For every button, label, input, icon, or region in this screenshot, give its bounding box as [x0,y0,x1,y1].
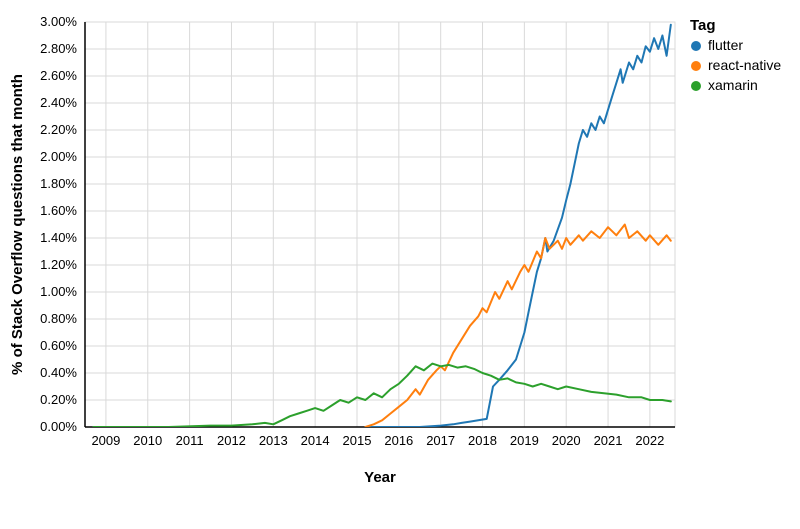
x-tick-label: 2018 [468,433,497,448]
y-tick-label: 0.60% [40,338,77,353]
x-tick-label: 2009 [91,433,120,448]
x-tick-label: 2015 [343,433,372,448]
x-tick-label: 2019 [510,433,539,448]
legend-swatch [691,61,701,71]
legend-swatch [691,41,701,51]
y-tick-label: 2.80% [40,41,77,56]
legend-label: flutter [708,37,743,53]
x-tick-label: 2013 [259,433,288,448]
y-tick-label: 0.00% [40,419,77,434]
x-axis-label: Year [364,469,396,486]
y-tick-label: 3.00% [40,14,77,29]
x-tick-label: 2017 [426,433,455,448]
y-tick-label: 2.40% [40,95,77,110]
x-tick-label: 2014 [301,433,330,448]
legend-label: react-native [708,57,781,73]
legend-title: Tag [690,17,716,34]
legend-label: xamarin [708,77,758,93]
legend-swatch [691,81,701,91]
x-tick-label: 2012 [217,433,246,448]
y-tick-label: 2.20% [40,122,77,137]
y-tick-label: 0.40% [40,365,77,380]
line-chart: 2009 2010 2011 2012 2013 2014 2015 2016 2017 2018… [0,0,800,529]
y-tick-label: 1.40% [40,230,77,245]
x-tick-label: 2021 [594,433,623,448]
x-tick-label: 2022 [635,433,664,448]
x-tick-label: 2016 [384,433,413,448]
y-tick-label: 2.60% [40,68,77,83]
y-tick-label: 1.80% [40,176,77,191]
y-axis-label: % of Stack Overflow questions that month [9,74,26,375]
y-tick-label: 0.80% [40,311,77,326]
y-tick-label: 0.20% [40,392,77,407]
x-tick-label: 2020 [552,433,581,448]
y-tick-label: 2.00% [40,149,77,164]
x-tick-label: 2010 [133,433,162,448]
y-tick-label: 1.00% [40,284,77,299]
y-tick-label: 1.20% [40,257,77,272]
x-tick-label: 2011 [176,433,204,448]
y-tick-label: 1.60% [40,203,77,218]
